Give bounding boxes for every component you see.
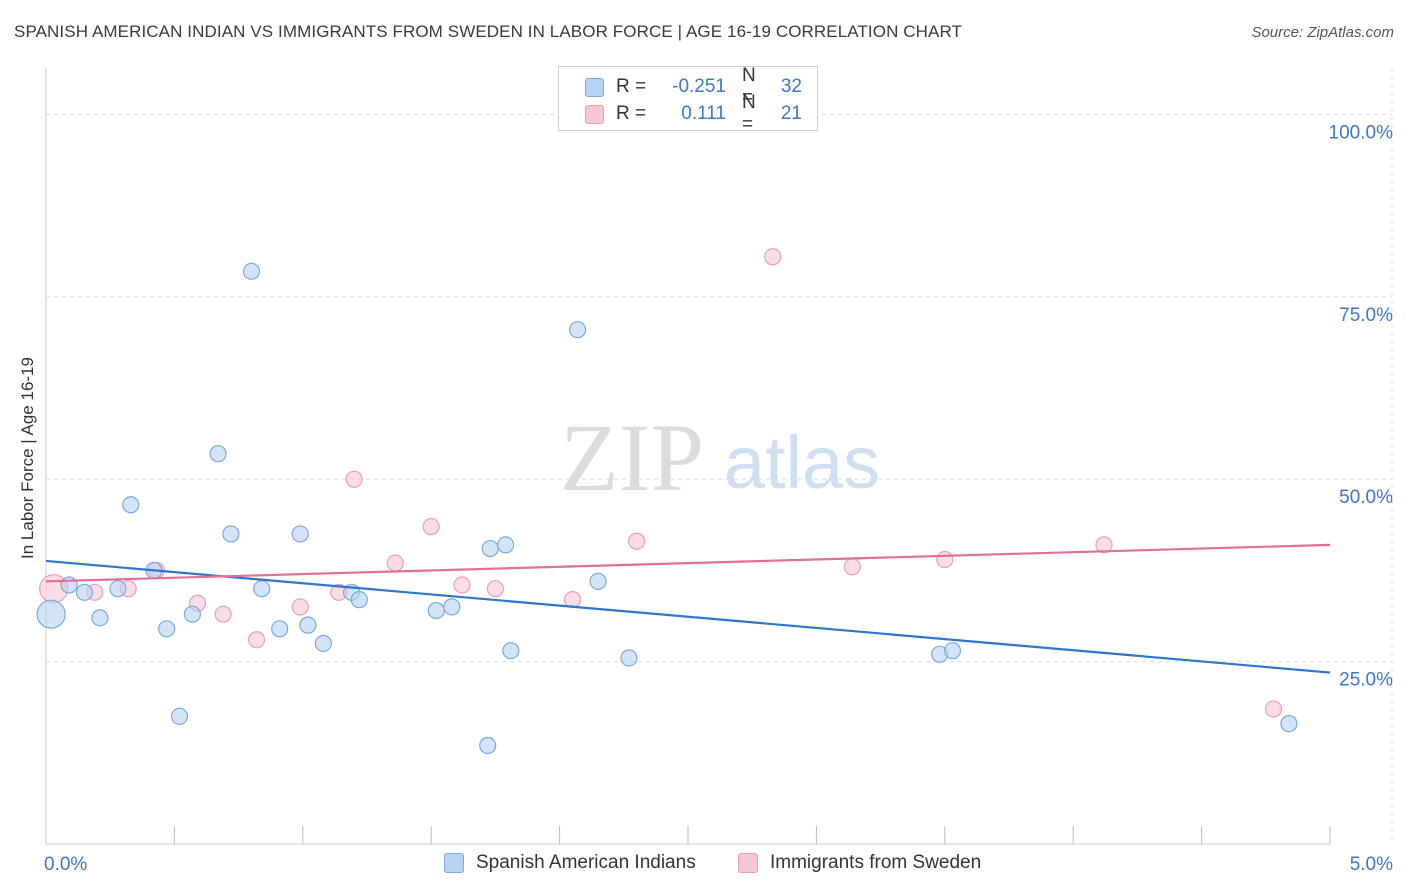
data-point [350, 591, 368, 609]
data-point [291, 598, 309, 616]
data-point [158, 620, 176, 638]
data-point [589, 572, 607, 590]
data-point [214, 605, 232, 623]
n-label: N = [742, 65, 756, 108]
watermark-zip: ZIP [560, 404, 704, 511]
legend-label: Immigrants from Sweden [770, 852, 982, 873]
legend-row-blue: R = -0.251 N = 32 [585, 65, 802, 108]
data-point [497, 536, 515, 554]
data-point [271, 620, 289, 638]
data-point [345, 470, 363, 488]
data-point [1280, 715, 1298, 733]
data-point [314, 634, 332, 652]
legend-item-spanish-american-indians: Spanish American Indians [444, 852, 696, 874]
data-point [443, 598, 461, 616]
blue-swatch-icon [444, 853, 464, 873]
n-label: N = [742, 92, 756, 135]
x-tick-label: 5.0% [1350, 854, 1393, 875]
watermark-atlas: atlas [724, 421, 880, 504]
data-point [422, 518, 440, 536]
data-point [453, 576, 471, 594]
gridlines [46, 113, 1392, 663]
legend-label: Spanish American Indians [476, 852, 696, 873]
trend-line [45, 559, 1331, 674]
data-point [91, 609, 109, 627]
pink-swatch-icon [585, 104, 604, 124]
series-legend: Spanish American Indians Immigrants from… [0, 852, 1406, 878]
data-point [1095, 536, 1113, 554]
data-point [481, 539, 499, 558]
data-point [291, 525, 309, 543]
data-point [75, 583, 94, 601]
data-point [170, 707, 189, 725]
data-point [183, 605, 201, 623]
data-point [764, 248, 782, 266]
data-point [479, 736, 497, 755]
y-tick-label: 75.0% [1339, 305, 1393, 326]
data-point [386, 554, 404, 572]
data-point [936, 550, 954, 569]
data-point [628, 532, 646, 550]
r-label: R = [616, 76, 647, 97]
trend-line [45, 543, 1331, 583]
correlation-legend: R = -0.251 N = 32 R = 0.111 N = 21 [558, 65, 818, 135]
series-spanish-american-indians [36, 262, 1298, 755]
legend-item-immigrants-from-sweden: Immigrants from Sweden [738, 852, 981, 874]
pink-swatch-icon [738, 853, 758, 873]
x-tick-label: 0.0% [44, 854, 87, 875]
n-value: 21 [780, 103, 802, 124]
tick-labels: 25.0% 50.0% 75.0% 100.0% 0.0% 5.0% [44, 122, 1393, 875]
data-point [620, 649, 638, 667]
blue-swatch-icon [585, 77, 604, 97]
data-point [122, 496, 140, 514]
data-point [568, 321, 587, 339]
data-point [943, 642, 962, 660]
chart-title: SPANISH AMERICAN INDIAN VS IMMIGRANTS FR… [14, 22, 963, 41]
data-point [486, 580, 504, 598]
legend-row-pink: R = 0.111 N = 21 [585, 92, 802, 135]
data-point [1264, 700, 1283, 718]
data-point [253, 580, 271, 598]
data-point [843, 558, 861, 576]
source-label: Source: ZipAtlas.com [1251, 24, 1394, 41]
data-point [427, 601, 445, 620]
r-label: R = [616, 103, 647, 124]
y-tick-label: 100.0% [1329, 122, 1394, 143]
axes [45, 68, 1393, 845]
r-value: 0.111 [681, 103, 726, 124]
data-point [247, 631, 266, 649]
data-point [60, 576, 78, 594]
data-point [502, 642, 520, 660]
data-point [36, 599, 66, 629]
trend-lines [45, 543, 1331, 674]
data-point [242, 262, 261, 280]
y-tick-label: 25.0% [1339, 670, 1393, 691]
y-tick-label: 50.0% [1339, 487, 1393, 508]
data-point [209, 445, 227, 463]
data-point [299, 616, 317, 634]
r-value: -0.251 [672, 76, 726, 97]
watermark: ZIP atlas [560, 404, 880, 511]
data-point [109, 580, 127, 598]
data-point [222, 525, 240, 543]
n-value: 32 [780, 76, 802, 97]
